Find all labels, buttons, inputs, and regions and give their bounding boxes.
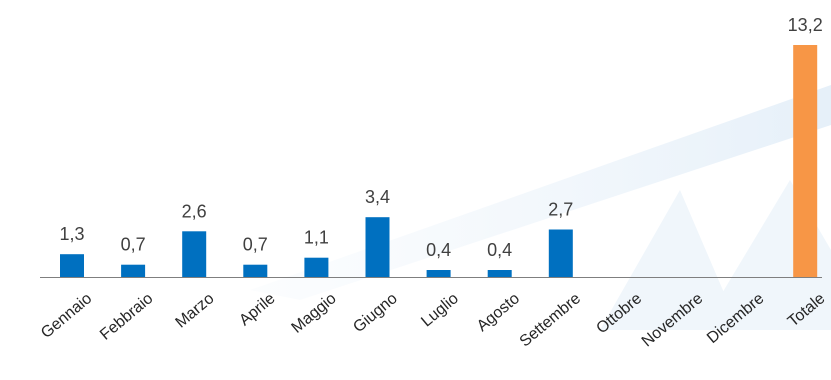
x-tick-label-agosto: Agosto <box>474 290 523 335</box>
bar-maggio <box>304 257 329 277</box>
watermark-logo <box>250 85 831 330</box>
bar-luglio <box>426 270 451 277</box>
bar-settembre <box>548 229 573 277</box>
bar-aprile <box>243 264 268 277</box>
x-tick-label-febbraio: Febbraio <box>97 290 156 344</box>
x-tick-label-marzo: Marzo <box>172 290 217 332</box>
data-label-aprile: 0,7 <box>243 235 268 255</box>
x-tick-label-luglio: Luglio <box>418 290 462 331</box>
bar-marzo <box>182 231 207 277</box>
x-tick-label-settembre: Settembre <box>517 290 585 351</box>
bar-giugno <box>365 217 390 277</box>
bars-layer <box>60 45 818 277</box>
data-label-giugno: 3,4 <box>365 187 390 207</box>
bar-febbraio <box>121 264 146 277</box>
bar-gennaio <box>60 254 84 277</box>
data-label-luglio: 0,4 <box>426 240 451 260</box>
data-labels-layer: 1,3 0,7 2,6 0,7 1,1 3,4 0,4 0,4 2,7 13,2 <box>59 15 822 260</box>
data-label-gennaio: 1,3 <box>59 224 84 244</box>
data-label-totale: 13,2 <box>788 15 823 35</box>
data-label-agosto: 0,4 <box>487 240 512 260</box>
x-tick-label-giugno: Giugno <box>350 290 401 336</box>
bar-agosto <box>487 270 512 277</box>
x-tick-label-aprile: Aprile <box>236 290 278 329</box>
x-tick-label-gennaio: Gennaio <box>38 290 95 342</box>
data-label-maggio: 1,1 <box>304 228 329 248</box>
data-label-marzo: 2,6 <box>182 201 207 221</box>
data-label-febbraio: 0,7 <box>121 235 146 255</box>
bar-totale <box>793 45 818 277</box>
data-label-settembre: 2,7 <box>548 200 573 220</box>
